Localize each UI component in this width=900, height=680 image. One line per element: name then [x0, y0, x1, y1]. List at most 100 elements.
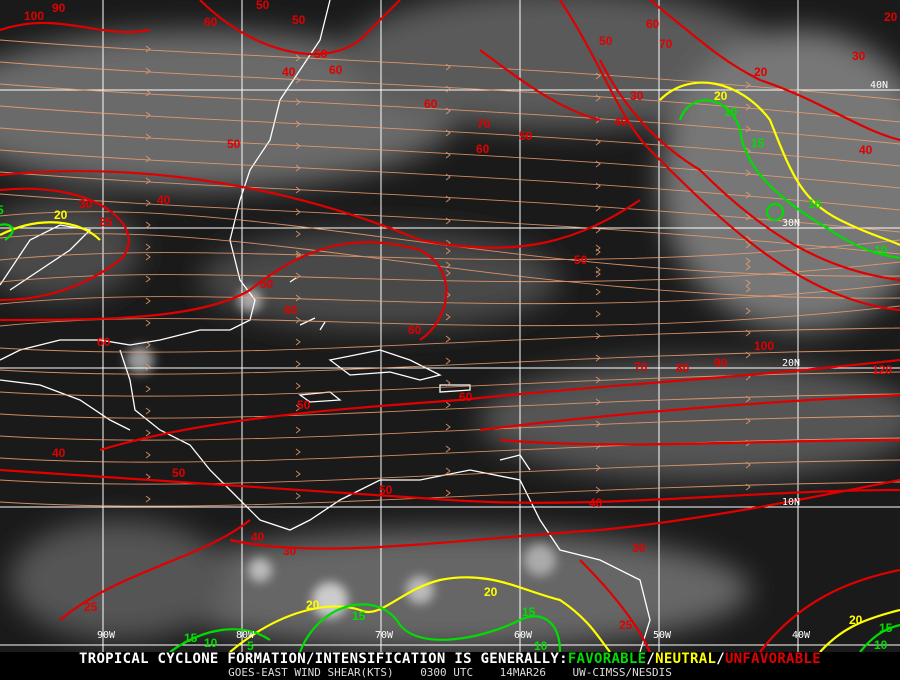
contour-label-green: 5 [0, 203, 4, 217]
legend-unfavorable: UNFAVORABLE [724, 651, 821, 667]
streamline [0, 149, 900, 211]
valid-date: 14MAR26 [499, 666, 547, 679]
streamline [0, 105, 900, 167]
streamline-arrow [145, 319, 151, 327]
streamline-arrow [445, 107, 451, 115]
data-source: UW-CIMSS/NESDIS [572, 666, 672, 679]
streamline-arrow [745, 351, 751, 359]
legend-favorable: FAVORABLE [567, 651, 647, 667]
streamline-arrow [295, 76, 301, 84]
latitude-label: 40N [870, 80, 888, 91]
contour-label-green: 10 [808, 197, 822, 211]
contour-label-red: 60 [408, 323, 422, 337]
contour-label-red: 60 [284, 303, 298, 317]
contour-label-red: 50 [256, 0, 270, 12]
contour-label-red: 30 [632, 541, 646, 555]
contour-label-yellow: 20 [849, 613, 863, 627]
streamline-arrow [295, 230, 301, 238]
streamlines [0, 39, 900, 507]
contour-label-red: 60 [646, 17, 660, 31]
streamline-arrow [745, 263, 751, 271]
streamline-arrow [595, 332, 601, 340]
contour-label-red: 70 [634, 360, 648, 374]
contour-label-red: 50 [314, 47, 328, 61]
streamline-arrow [595, 376, 601, 384]
longitude-label: 90W [97, 630, 116, 641]
streamline-arrow [445, 129, 451, 137]
streamline-arrow [745, 285, 751, 293]
contour-label-red: 50 [172, 466, 186, 480]
coastlines [0, 0, 651, 652]
streamline-arrow [745, 257, 751, 265]
streamline-arrow [595, 288, 601, 296]
streamline-arrow [295, 492, 301, 500]
streamline-arrow [145, 275, 151, 283]
product-name: GOES-EAST WIND SHEAR(KTS) [228, 666, 394, 679]
streamline-arrow [745, 191, 751, 199]
streamline-arrow [745, 417, 751, 425]
streamline-arrow [745, 169, 751, 177]
contour-label-red: 100 [754, 339, 774, 353]
streamline-arrow [145, 253, 151, 261]
streamline-arrow [445, 489, 451, 497]
streamline-arrow [745, 125, 751, 133]
streamline-arrow [445, 269, 451, 277]
streamline-arrow [145, 89, 151, 97]
streamline-arrow [745, 483, 751, 491]
streamline [0, 349, 900, 375]
valid-time: 0300 UTC [420, 666, 474, 679]
contour-label-red: 20 [754, 65, 768, 79]
streamline [0, 171, 900, 233]
contour-label-red: 60 [329, 63, 343, 77]
streamline-arrow [295, 470, 301, 478]
streamline-arrow [445, 195, 451, 203]
streamline [0, 437, 900, 463]
legend-separator: / [716, 651, 725, 667]
lat-lon-grid [0, 0, 900, 652]
contour-label-red: 50 [297, 398, 311, 412]
longitude-label: 50W [653, 630, 672, 641]
legend-footer: TROPICAL CYCLONE FORMATION/INTENSIFICATI… [0, 652, 900, 680]
streamline-arrow [595, 464, 601, 472]
streamline-arrow [145, 199, 151, 207]
legend-neutral: NEUTRAL [655, 651, 717, 667]
contour-label-green: 15 [879, 621, 893, 635]
longitude-label: 70W [375, 630, 394, 641]
streamline-arrow [745, 103, 751, 111]
streamline [0, 283, 900, 305]
streamline [0, 239, 900, 261]
product-info: GOES-EAST WIND SHEAR(KTS) 0300 UTC 14MAR… [0, 667, 900, 679]
streamline-arrow [595, 398, 601, 406]
streamline [0, 327, 900, 353]
longitude-label: 40W [792, 630, 811, 641]
contour-label-red: 40 [859, 143, 873, 157]
streamline [0, 233, 900, 299]
streamline-arrow [595, 244, 601, 252]
contour-label-green: 15 [751, 136, 765, 150]
contour-label-red: 25 [99, 215, 113, 229]
streamline-arrow [145, 297, 151, 305]
streamline-arrow [295, 294, 301, 302]
contour-label-red: 50 [227, 137, 241, 151]
contour-label-yellow: 20 [484, 585, 498, 599]
contour-label-yellow: 20 [54, 208, 68, 222]
streamline-arrow [445, 173, 451, 181]
shear-contours [0, 0, 900, 652]
contour-label-green: 15 [184, 631, 198, 645]
streamline-arrow [445, 217, 451, 225]
streamline-arrow [595, 94, 601, 102]
contour-label-red: 60 [459, 390, 473, 404]
contour-label-green: 10 [874, 638, 888, 652]
contour-label-red: 40 [157, 193, 171, 207]
streamline [0, 261, 900, 283]
streamline-arrow [595, 266, 601, 274]
streamline-arrow [295, 120, 301, 128]
contour-label-yellow: 20 [306, 598, 320, 612]
contour-label-yellow: 20 [714, 89, 728, 103]
streamline-arrow [295, 54, 301, 62]
contour-label-red: 70 [477, 117, 491, 131]
streamline-arrow [295, 338, 301, 346]
streamline-arrow [295, 142, 301, 150]
